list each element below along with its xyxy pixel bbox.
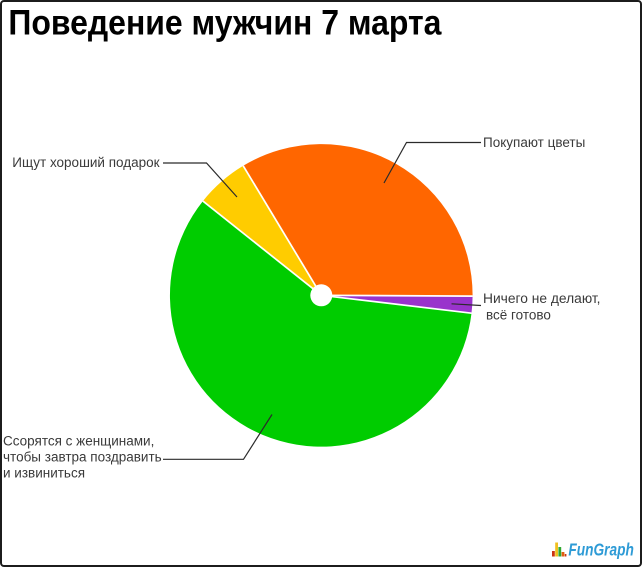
svg-text:и извиниться: и извиниться	[3, 466, 85, 481]
svg-text:чтобы завтра поздравить: чтобы завтра поздравить	[3, 450, 162, 465]
svg-text:Ищут хороший подарок: Ищут хороший подарок	[12, 155, 159, 170]
svg-text:Ничего не делают,: Ничего не делают,	[483, 291, 601, 306]
svg-text:FunGraph: FunGraph	[568, 539, 634, 559]
svg-text:Поведение мужчин 7 марта: Поведение мужчин 7 марта	[8, 4, 441, 43]
svg-text:всё готово: всё готово	[486, 307, 551, 322]
svg-text:Ссорятся с женщинами,: Ссорятся с женщинами,	[3, 434, 154, 449]
svg-text:Покупают цветы: Покупают цветы	[483, 135, 585, 150]
